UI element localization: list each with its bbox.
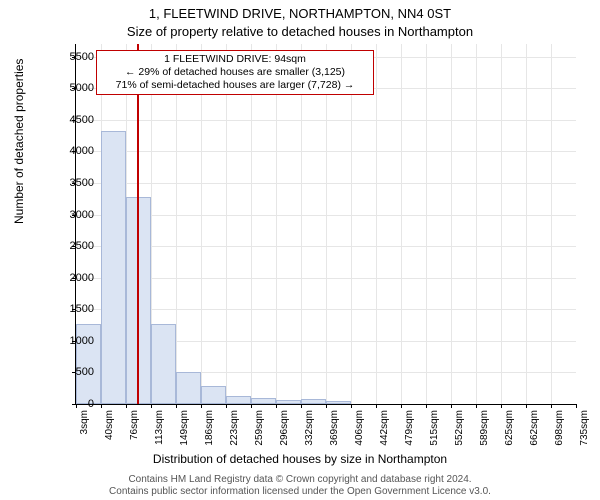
- chart-title-1: 1, FLEETWIND DRIVE, NORTHAMPTON, NN4 0ST: [0, 6, 600, 21]
- xtick-mark: [201, 404, 202, 408]
- xtick-label: 698sqm: [554, 410, 565, 446]
- gridline-v: [551, 44, 552, 404]
- histogram-bar: [201, 386, 226, 404]
- xtick-mark: [176, 404, 177, 408]
- xtick-label: 259sqm: [254, 410, 265, 446]
- xtick-mark: [126, 404, 127, 408]
- chart-title-2: Size of property relative to detached ho…: [0, 24, 600, 39]
- gridline-v: [426, 44, 427, 404]
- footer-line-2: Contains public sector information licen…: [0, 486, 600, 498]
- xtick-mark: [551, 404, 552, 408]
- gridline-v: [301, 44, 302, 404]
- xtick-mark: [526, 404, 527, 408]
- annotation-line: ← 29% of detached houses are smaller (3,…: [101, 66, 369, 79]
- ytick-label: 1500: [44, 303, 94, 315]
- xtick-label: 589sqm: [479, 410, 490, 446]
- ytick-label: 5000: [44, 82, 94, 94]
- xtick-label: 40sqm: [104, 410, 115, 440]
- xtick-mark: [426, 404, 427, 408]
- gridline-v: [501, 44, 502, 404]
- histogram-bar: [226, 396, 251, 404]
- xtick-label: 113sqm: [154, 410, 165, 445]
- ytick-label: 1000: [44, 335, 94, 347]
- gridline-v: [451, 44, 452, 404]
- histogram-bar: [101, 131, 126, 404]
- xtick-label: 406sqm: [354, 410, 365, 446]
- gridline-v: [276, 44, 277, 404]
- xtick-mark: [476, 404, 477, 408]
- footer-line-1: Contains HM Land Registry data © Crown c…: [0, 474, 600, 486]
- xtick-mark: [451, 404, 452, 408]
- histogram-bar: [176, 372, 201, 404]
- gridline-v: [401, 44, 402, 404]
- xtick-label: 735sqm: [579, 410, 590, 446]
- histogram-bar: [326, 401, 351, 404]
- xtick-label: 296sqm: [279, 410, 290, 446]
- xtick-mark: [401, 404, 402, 408]
- annotation-line: 71% of semi-detached houses are larger (…: [101, 79, 369, 92]
- annotation-box: 1 FLEETWIND DRIVE: 94sqm← 29% of detache…: [96, 50, 374, 95]
- xtick-label: 662sqm: [529, 410, 540, 446]
- ytick-label: 4500: [44, 114, 94, 126]
- xtick-mark: [101, 404, 102, 408]
- histogram-bar: [151, 324, 176, 404]
- chart-container: 1, FLEETWIND DRIVE, NORTHAMPTON, NN4 0ST…: [0, 0, 600, 500]
- histogram-bar: [251, 398, 276, 404]
- xtick-label: 76sqm: [129, 410, 140, 440]
- chart-footer: Contains HM Land Registry data © Crown c…: [0, 474, 600, 498]
- xtick-mark: [501, 404, 502, 408]
- ytick-label: 5500: [44, 51, 94, 63]
- annotation-line: 1 FLEETWIND DRIVE: 94sqm: [101, 53, 369, 66]
- ytick-label: 3000: [44, 209, 94, 221]
- xtick-mark: [326, 404, 327, 408]
- ytick-label: 4000: [44, 145, 94, 157]
- gridline-v: [376, 44, 377, 404]
- xtick-mark: [301, 404, 302, 408]
- xtick-mark: [151, 404, 152, 408]
- xtick-label: 223sqm: [229, 410, 240, 446]
- xtick-label: 186sqm: [204, 410, 215, 446]
- gridline-v: [526, 44, 527, 404]
- xtick-label: 442sqm: [379, 410, 390, 446]
- xtick-mark: [576, 404, 577, 408]
- gridline-v: [176, 44, 177, 404]
- xtick-mark: [251, 404, 252, 408]
- gridline-v: [326, 44, 327, 404]
- x-axis-label: Distribution of detached houses by size …: [0, 452, 600, 466]
- ytick-label: 3500: [44, 177, 94, 189]
- marker-line: [137, 44, 139, 404]
- xtick-mark: [226, 404, 227, 408]
- gridline-v: [476, 44, 477, 404]
- xtick-label: 479sqm: [404, 410, 415, 446]
- gridline-v: [201, 44, 202, 404]
- xtick-label: 515sqm: [429, 410, 440, 446]
- xtick-label: 625sqm: [504, 410, 515, 446]
- xtick-label: 369sqm: [329, 410, 340, 446]
- plot-area: 1 FLEETWIND DRIVE: 94sqm← 29% of detache…: [75, 44, 576, 405]
- xtick-mark: [376, 404, 377, 408]
- ytick-label: 2000: [44, 272, 94, 284]
- xtick-label: 552sqm: [454, 410, 465, 446]
- histogram-bar: [276, 400, 301, 404]
- gridline-v: [351, 44, 352, 404]
- ytick-label: 2500: [44, 240, 94, 252]
- histogram-bar: [301, 399, 326, 404]
- ytick-label: 0: [44, 398, 94, 410]
- xtick-label: 3sqm: [79, 410, 90, 434]
- xtick-mark: [276, 404, 277, 408]
- xtick-label: 332sqm: [304, 410, 315, 446]
- ytick-label: 500: [44, 366, 94, 378]
- gridline-v: [226, 44, 227, 404]
- gridline-v: [251, 44, 252, 404]
- xtick-label: 149sqm: [179, 410, 190, 446]
- y-axis-label: Number of detached properties: [12, 59, 26, 224]
- xtick-mark: [351, 404, 352, 408]
